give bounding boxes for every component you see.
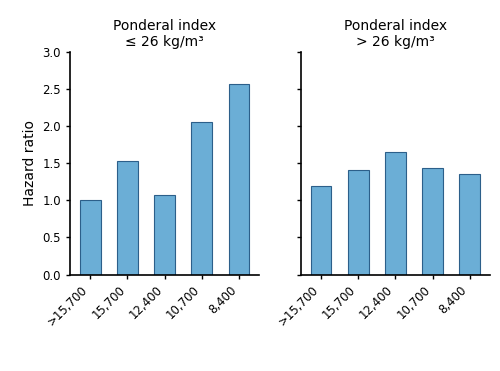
Bar xyxy=(311,186,332,275)
Bar xyxy=(460,174,480,275)
Bar xyxy=(192,122,212,275)
Y-axis label: Hazard ratio: Hazard ratio xyxy=(23,120,37,206)
Bar xyxy=(385,152,406,275)
Title: Ponderal index
> 26 kg/m³: Ponderal index > 26 kg/m³ xyxy=(344,19,447,49)
Bar xyxy=(228,84,249,275)
Bar xyxy=(154,195,175,275)
Bar xyxy=(348,170,368,275)
Title: Ponderal index
≤ 26 kg/m³: Ponderal index ≤ 26 kg/m³ xyxy=(113,19,216,49)
Bar xyxy=(422,168,442,275)
Bar xyxy=(118,161,138,275)
Bar xyxy=(80,200,100,275)
